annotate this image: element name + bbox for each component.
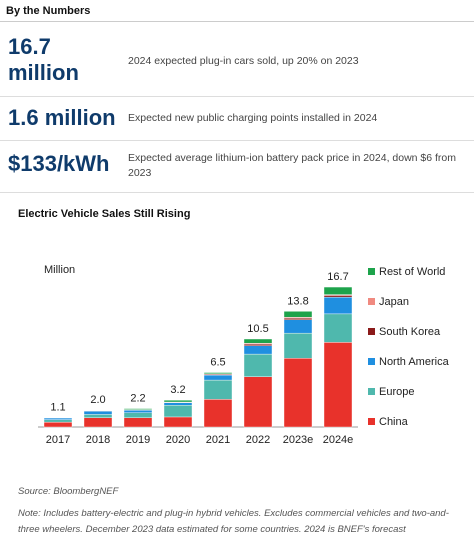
legend-swatch	[368, 418, 375, 425]
bar-segment	[123, 412, 153, 418]
section-header: By the Numbers	[0, 0, 474, 22]
bar-segment	[283, 332, 313, 359]
total-label: 1.1	[50, 402, 65, 414]
bar-segment	[123, 408, 153, 410]
total-label: 6.5	[210, 356, 225, 368]
bar-segment	[243, 376, 273, 428]
total-label: 10.5	[247, 323, 268, 335]
bar-segment	[163, 405, 193, 418]
bar-segment	[283, 317, 313, 320]
bar-segment	[323, 295, 353, 298]
bar-segment	[203, 374, 233, 381]
legend-label: Japan	[379, 296, 409, 308]
bar-segment	[163, 399, 193, 403]
bar-segment	[43, 421, 73, 428]
legend-label: China	[379, 416, 409, 428]
source: Source: BloombergNEF	[18, 486, 119, 497]
bar-segment	[43, 417, 73, 420]
bar-segment	[323, 296, 353, 315]
bar-segment	[203, 372, 233, 374]
chart-title: Electric Vehicle Sales Still Rising	[18, 208, 191, 220]
x-tick-label: 2023e	[283, 434, 314, 446]
bar-segment	[123, 417, 153, 428]
separator	[0, 96, 474, 97]
separator	[0, 140, 474, 141]
legend-swatch	[368, 298, 375, 305]
x-tick-label: 2024e	[323, 434, 354, 446]
x-tick-label: 2021	[206, 434, 230, 446]
bar-segment	[203, 399, 233, 428]
bar-segment	[43, 419, 73, 423]
legend-label: Europe	[379, 386, 414, 398]
bar-segment	[83, 414, 113, 418]
unit-label: Million	[44, 264, 75, 276]
x-tick-label: 2019	[126, 434, 150, 446]
total-label: 16.7	[327, 271, 348, 283]
legend-swatch	[368, 268, 375, 275]
total-label: 3.2	[170, 384, 185, 396]
bar-segment	[283, 311, 313, 318]
bar-segment	[243, 353, 273, 377]
bar-segment	[283, 358, 313, 428]
total-label: 13.8	[287, 295, 308, 307]
bar-segment	[83, 417, 113, 428]
stat-description: Expected average lithium-ion battery pac…	[128, 152, 457, 179]
x-tick-label: 2018	[86, 434, 110, 446]
separator	[0, 192, 474, 193]
legend-swatch	[368, 388, 375, 395]
bar-segment	[83, 410, 113, 415]
bar-segment	[123, 410, 153, 413]
stat-value: 16.7 million	[8, 34, 79, 85]
x-tick-label: 2017	[46, 434, 70, 446]
bar-segment	[243, 345, 273, 355]
stat-value: $133/kWh	[8, 151, 110, 176]
note: Note: Includes battery-electric and plug…	[18, 508, 449, 535]
bar-segment	[243, 343, 273, 346]
x-tick-label: 2022	[246, 434, 270, 446]
total-label: 2.0	[90, 394, 105, 406]
total-label: 2.2	[130, 392, 145, 404]
bar-segment	[243, 338, 273, 344]
bar-segment	[323, 313, 353, 343]
stat-value: 1.6 million	[8, 105, 116, 130]
legend-swatch	[368, 358, 375, 365]
bar-segment	[163, 416, 193, 428]
bar-segment	[323, 286, 353, 295]
legend-swatch	[368, 328, 375, 335]
legend-label: Rest of World	[379, 266, 445, 278]
bar-segment	[163, 402, 193, 406]
stat-description: Expected new public charging points inst…	[128, 112, 378, 124]
bar-segment	[283, 319, 313, 334]
legend-label: North America	[379, 356, 450, 368]
bar-segment	[323, 342, 353, 428]
stat-description: 2024 expected plug-in cars sold, up 20% …	[128, 55, 359, 67]
bar-segment	[203, 379, 233, 400]
legend-label: South Korea	[379, 326, 441, 338]
x-tick-label: 2020	[166, 434, 190, 446]
